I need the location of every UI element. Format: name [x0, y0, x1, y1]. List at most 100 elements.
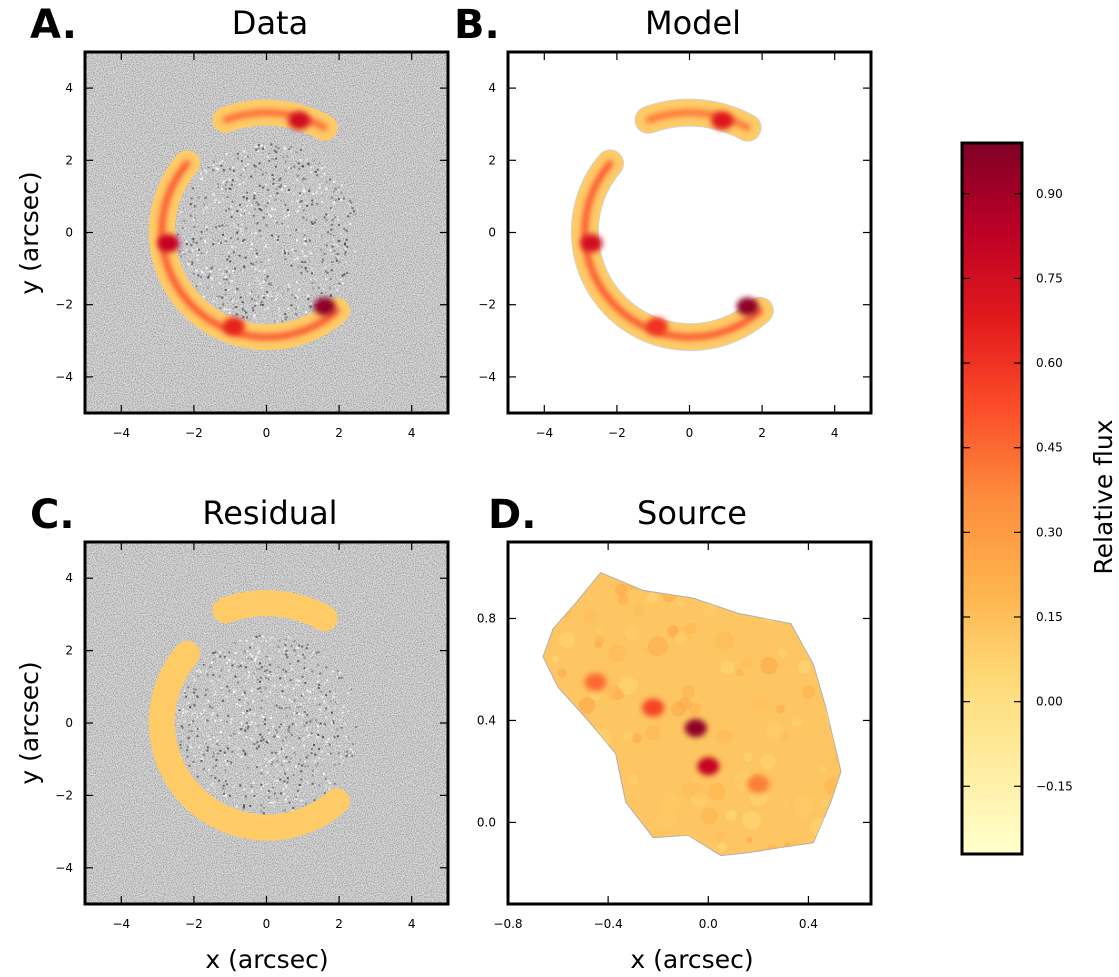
speckle	[288, 731, 291, 734]
speckle	[246, 710, 249, 713]
speckle	[223, 180, 226, 183]
speckle	[278, 310, 281, 313]
speckle	[229, 187, 232, 190]
speckle	[274, 779, 277, 782]
speckle	[314, 697, 317, 700]
speckle	[294, 705, 296, 708]
speckle	[303, 667, 306, 670]
speckle	[332, 234, 335, 237]
speckle	[241, 301, 244, 304]
speckle	[257, 688, 260, 690]
speckle	[311, 199, 314, 202]
speckle	[297, 684, 300, 687]
speckle	[193, 703, 196, 706]
speckle	[205, 228, 208, 231]
speckle	[279, 186, 282, 189]
panel-a-letter: A.	[30, 2, 77, 48]
source-blob	[645, 725, 661, 741]
speckle	[285, 759, 288, 762]
speckle	[296, 646, 298, 649]
speckle	[236, 210, 239, 212]
speckle	[192, 760, 195, 763]
speckle	[305, 756, 308, 759]
speckle	[218, 228, 221, 231]
source-blob	[681, 685, 696, 699]
speckle	[195, 241, 198, 244]
speckle	[295, 229, 298, 231]
speckle	[193, 691, 196, 694]
speckle	[240, 728, 243, 731]
speckle	[204, 240, 207, 243]
speckle	[239, 214, 242, 216]
speckle	[204, 694, 207, 697]
speckle	[212, 207, 215, 210]
speckle	[238, 678, 241, 681]
speckle	[318, 162, 321, 165]
speckle	[329, 178, 332, 181]
speckle	[242, 749, 245, 752]
speckle	[215, 167, 218, 170]
speckle	[288, 725, 291, 728]
speckle	[319, 695, 322, 698]
speckle	[245, 198, 248, 201]
speckle	[216, 714, 219, 717]
speckle	[218, 779, 221, 782]
speckle	[296, 257, 299, 260]
speckle	[284, 169, 287, 172]
speckle	[309, 278, 312, 281]
speckle	[250, 737, 253, 740]
speckle	[260, 301, 263, 304]
speckle	[275, 187, 278, 190]
speckle	[284, 318, 287, 321]
speckle	[303, 234, 306, 237]
speckle	[298, 288, 301, 291]
speckle	[236, 178, 239, 181]
speckle	[296, 174, 299, 177]
speckle	[300, 271, 303, 274]
speckle	[225, 153, 228, 156]
bright-spot-2	[642, 698, 665, 717]
x-tick-label: 0.0	[699, 917, 718, 931]
speckle	[282, 750, 285, 753]
speckle	[306, 158, 309, 161]
source-blob	[725, 809, 737, 821]
speckle	[244, 165, 247, 168]
speckle	[192, 272, 195, 275]
speckle	[258, 650, 261, 653]
speckle	[326, 188, 329, 191]
speckle	[246, 650, 249, 653]
speckle	[247, 163, 249, 166]
source-blob	[617, 594, 629, 605]
speckle	[283, 809, 286, 812]
speckle	[288, 148, 291, 150]
source-blob	[778, 648, 788, 658]
speckle	[236, 224, 239, 227]
speckle	[284, 696, 286, 699]
speckle	[325, 278, 328, 281]
speckle	[259, 662, 262, 665]
speckle	[209, 783, 212, 786]
speckle	[253, 170, 256, 173]
speckle	[253, 194, 256, 197]
speckle	[335, 257, 338, 260]
speckle	[333, 717, 336, 720]
speckle	[333, 736, 336, 739]
speckle	[284, 736, 287, 739]
speckle	[199, 282, 202, 285]
speckle	[226, 685, 229, 688]
speckle	[226, 308, 229, 311]
speckle	[275, 298, 277, 301]
speckle	[330, 711, 333, 714]
panel-a-y-axis-label: y (arcsec)	[15, 171, 44, 294]
source-blob	[746, 836, 753, 844]
source-blob	[760, 754, 776, 770]
speckle	[303, 744, 306, 747]
speckle	[332, 721, 335, 724]
speckle	[276, 730, 279, 733]
speckle	[276, 238, 279, 241]
speckle	[234, 246, 237, 249]
speckle	[340, 755, 343, 758]
speckle	[297, 646, 300, 649]
speckle	[268, 754, 271, 757]
speckle	[316, 189, 319, 192]
